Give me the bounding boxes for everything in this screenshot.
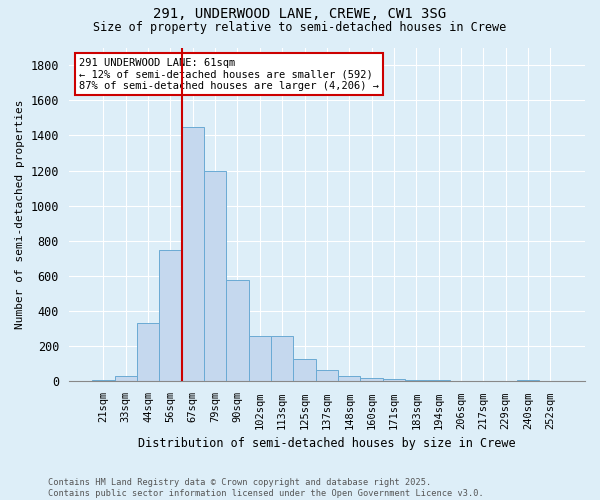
Bar: [405, 380, 427, 382]
Bar: [182, 126, 204, 382]
Text: Size of property relative to semi-detached houses in Crewe: Size of property relative to semi-detach…: [94, 21, 506, 34]
X-axis label: Distribution of semi-detached houses by size in Crewe: Distribution of semi-detached houses by …: [138, 437, 516, 450]
Bar: [450, 380, 472, 382]
Text: 291, UNDERWOOD LANE, CREWE, CW1 3SG: 291, UNDERWOOD LANE, CREWE, CW1 3SG: [154, 8, 446, 22]
Bar: [517, 380, 539, 382]
Bar: [316, 370, 338, 382]
Bar: [472, 381, 494, 382]
Bar: [293, 358, 316, 382]
Bar: [539, 380, 562, 382]
Text: 291 UNDERWOOD LANE: 61sqm
← 12% of semi-detached houses are smaller (592)
87% of: 291 UNDERWOOD LANE: 61sqm ← 12% of semi-…: [79, 58, 379, 90]
Bar: [338, 376, 361, 382]
Bar: [92, 380, 115, 382]
Text: Contains HM Land Registry data © Crown copyright and database right 2025.
Contai: Contains HM Land Registry data © Crown c…: [48, 478, 484, 498]
Bar: [248, 336, 271, 382]
Bar: [159, 250, 182, 382]
Bar: [427, 380, 450, 382]
Bar: [361, 378, 383, 382]
Y-axis label: Number of semi-detached properties: Number of semi-detached properties: [15, 100, 25, 329]
Bar: [137, 324, 159, 382]
Bar: [383, 379, 405, 382]
Bar: [271, 336, 293, 382]
Bar: [115, 376, 137, 382]
Bar: [226, 280, 248, 382]
Bar: [204, 170, 226, 382]
